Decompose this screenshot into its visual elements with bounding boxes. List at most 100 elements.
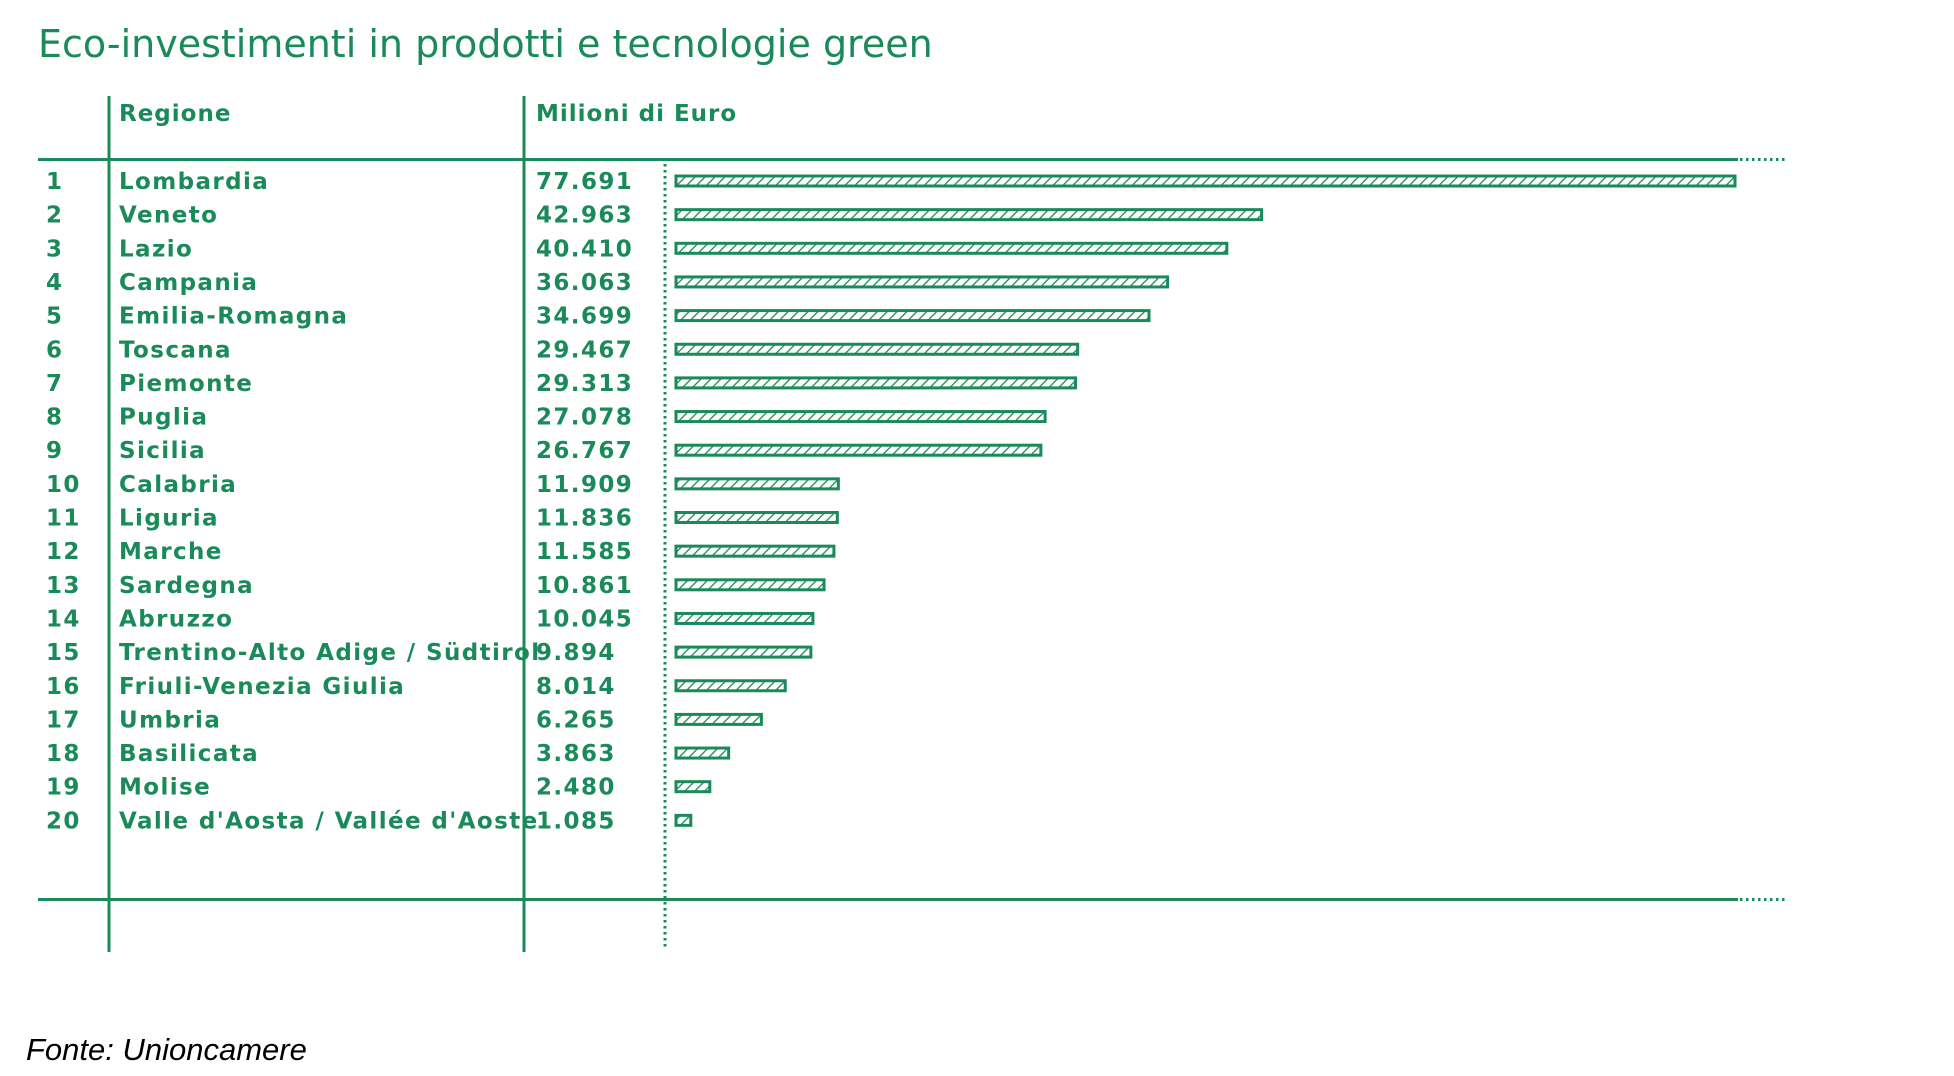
table-row: 16 Friuli-Venezia Giulia 8.014 [46, 674, 787, 700]
bar [674, 746, 731, 760]
rank-label: 12 [46, 539, 81, 565]
table-row: 7 Piemonte 29.313 [46, 371, 1078, 397]
rank-label: 1 [46, 169, 63, 195]
table-row: 14 Abruzzo 10.045 [46, 606, 815, 632]
value-label: 1.085 [536, 808, 616, 834]
table-row: 13 Sardegna 10.861 [46, 573, 826, 599]
table-row: 4 Campania 36.063 [46, 270, 1170, 296]
region-label: Lazio [119, 236, 193, 262]
table-frame [38, 96, 1786, 952]
rank-label: 4 [46, 270, 63, 296]
value-label: 11.585 [536, 539, 633, 565]
table-row: 11 Liguria 11.836 [46, 506, 839, 532]
value-label: 29.313 [536, 371, 633, 397]
table-row: 12 Marche 11.585 [46, 539, 836, 565]
bar [674, 342, 1080, 356]
bar [674, 679, 787, 693]
value-label: 36.063 [536, 270, 633, 296]
rank-label: 8 [46, 405, 63, 431]
bar [674, 813, 693, 827]
rank-label: 19 [46, 775, 81, 801]
value-label: 10.045 [536, 606, 633, 632]
rank-label: 5 [46, 304, 63, 330]
value-label: 6.265 [536, 707, 616, 733]
rank-label: 20 [46, 808, 81, 834]
value-label: 40.410 [536, 236, 633, 262]
chart-title: Eco-investimenti in prodotti e tecnologi… [38, 22, 933, 66]
value-label: 27.078 [536, 405, 633, 431]
value-label: 42.963 [536, 203, 633, 229]
region-label: Valle d'Aosta / Vallée d'Aoste [119, 808, 539, 834]
rank-label: 11 [46, 506, 81, 532]
region-label: Molise [119, 775, 211, 801]
region-label: Piemonte [119, 371, 253, 397]
table-row: 5 Emilia-Romagna 34.699 [46, 304, 1151, 330]
bar [674, 410, 1047, 424]
table-row: 6 Toscana 29.467 [46, 337, 1080, 363]
table-row: 18 Basilicata 3.863 [46, 741, 731, 767]
value-label: 11.836 [536, 506, 633, 532]
region-label: Puglia [119, 405, 208, 431]
bar [674, 174, 1737, 188]
region-label: Calabria [119, 472, 237, 498]
region-label: Sicilia [119, 438, 206, 464]
rank-label: 14 [46, 606, 81, 632]
region-label: Campania [119, 270, 258, 296]
rank-label: 6 [46, 337, 63, 363]
region-label: Friuli-Venezia Giulia [119, 674, 405, 700]
table-row: 19 Molise 2.480 [46, 775, 712, 801]
rank-label: 17 [46, 707, 81, 733]
value-label: 34.699 [536, 304, 633, 330]
rank-label: 16 [46, 674, 81, 700]
bar [674, 511, 839, 524]
bar [674, 241, 1229, 255]
bar [674, 712, 763, 726]
value-label: 11.909 [536, 472, 633, 498]
table-row: 2 Veneto 42.963 [46, 203, 1264, 229]
region-label: Sardegna [119, 573, 254, 599]
bar [674, 780, 712, 794]
rank-label: 2 [46, 203, 63, 229]
table-row: 8 Puglia 27.078 [46, 405, 1047, 431]
ranking-bar-chart: Regione Milioni di Euro 1 Lombardia 77.691… [38, 96, 1786, 952]
region-label: Umbria [119, 707, 221, 733]
rank-label: 10 [46, 472, 81, 498]
source-note: Fonte: Unioncamere [26, 1032, 307, 1067]
region-label: Veneto [119, 203, 218, 229]
region-label: Lombardia [119, 169, 269, 195]
region-label: Marche [119, 539, 223, 565]
value-label: 26.767 [536, 438, 633, 464]
value-label: 77.691 [536, 169, 633, 195]
bar [674, 275, 1170, 289]
region-label: Trentino-Alto Adige / Südtirol [119, 640, 541, 666]
region-label: Abruzzo [119, 606, 233, 632]
table-row: 10 Calabria 11.909 [46, 472, 840, 498]
table-row: 9 Sicilia 26.767 [46, 438, 1043, 464]
value-label: 9.894 [536, 640, 616, 666]
region-column-header: Regione [119, 101, 231, 127]
rank-label: 18 [46, 741, 81, 767]
bar [674, 208, 1264, 222]
region-label: Toscana [119, 337, 232, 363]
table-row: 17 Umbria 6.265 [46, 707, 763, 733]
bar [674, 376, 1078, 390]
bar [674, 443, 1043, 457]
rank-label: 15 [46, 640, 81, 666]
rank-label: 9 [46, 438, 63, 464]
table-rows: 1 Lombardia 77.691 2 Veneto 42.963 3 Lazio 40.41… [46, 169, 1737, 834]
bar [674, 309, 1151, 323]
bar [674, 578, 826, 592]
table-row: 1 Lombardia 77.691 [46, 169, 1737, 195]
value-column-header: Milioni di Euro [536, 101, 737, 127]
region-label: Liguria [119, 506, 219, 532]
value-label: 8.014 [536, 674, 616, 700]
rank-label: 13 [46, 573, 81, 599]
value-label: 3.863 [536, 741, 616, 767]
value-label: 10.861 [536, 573, 633, 599]
region-label: Emilia-Romagna [119, 304, 348, 330]
bar [674, 645, 813, 659]
bar [674, 611, 815, 625]
rank-label: 3 [46, 236, 63, 262]
